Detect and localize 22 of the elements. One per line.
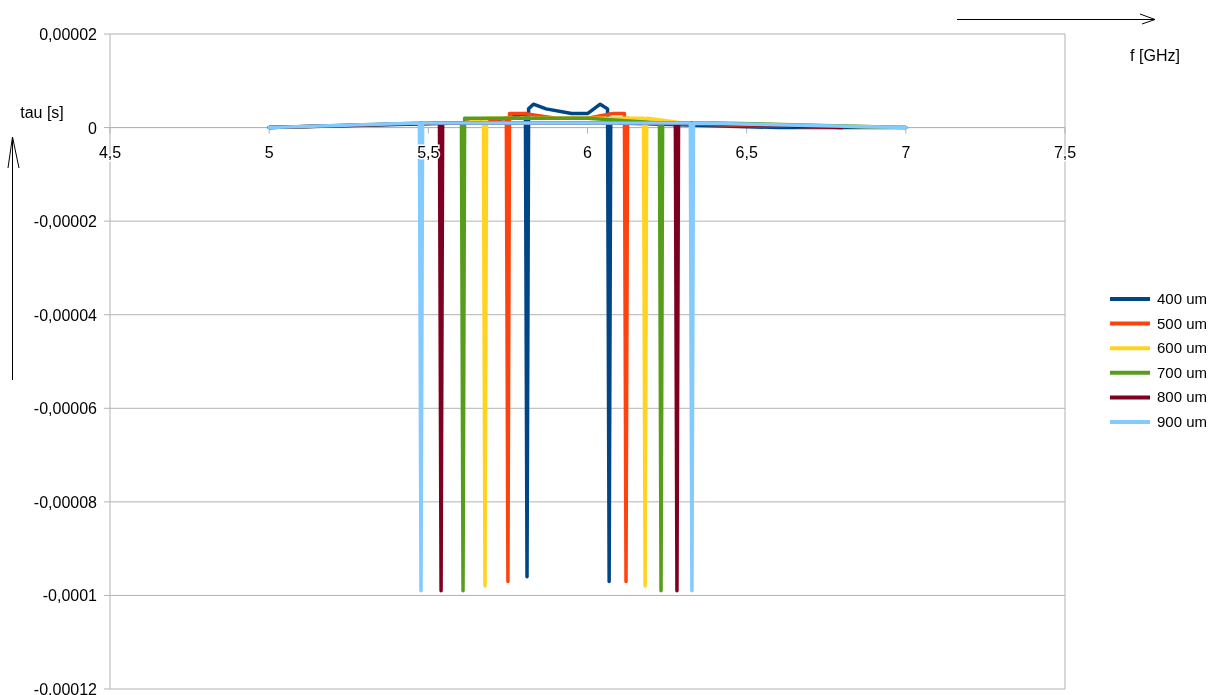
legend-label: 400 um [1157,290,1208,307]
y-tick-label: -0,0001 [42,587,98,605]
legend-label: 900 um [1157,413,1208,430]
x-tick-label: 4,5 [98,143,122,161]
x-axis-title: f [GHz] [1130,47,1180,64]
x-tick-label: 6,5 [735,143,758,161]
y-tick-label: 0,00002 [39,26,98,43]
y-tick-label: -0,00004 [33,306,98,324]
y-tick-label: -0,00006 [33,400,98,418]
x-tick-label: 6 [583,143,593,161]
y-axis-title: tau [s] [20,104,64,121]
legend-label: 700 um [1157,363,1208,381]
legend-label: 600 um [1157,339,1208,357]
x-tick-label: 7 [901,143,911,161]
legend-label: 800 um [1157,388,1208,406]
legend-label: 500 um [1157,314,1208,332]
x-tick-label: 5 [264,143,274,161]
x-tick-label: 7,5 [1053,143,1077,161]
y-tick-label: 0 [88,119,98,137]
y-tick-label: -0.00012 [33,681,98,695]
y-tick-label: -0,00002 [33,213,98,231]
y-tick-label: -0,00008 [33,493,98,511]
